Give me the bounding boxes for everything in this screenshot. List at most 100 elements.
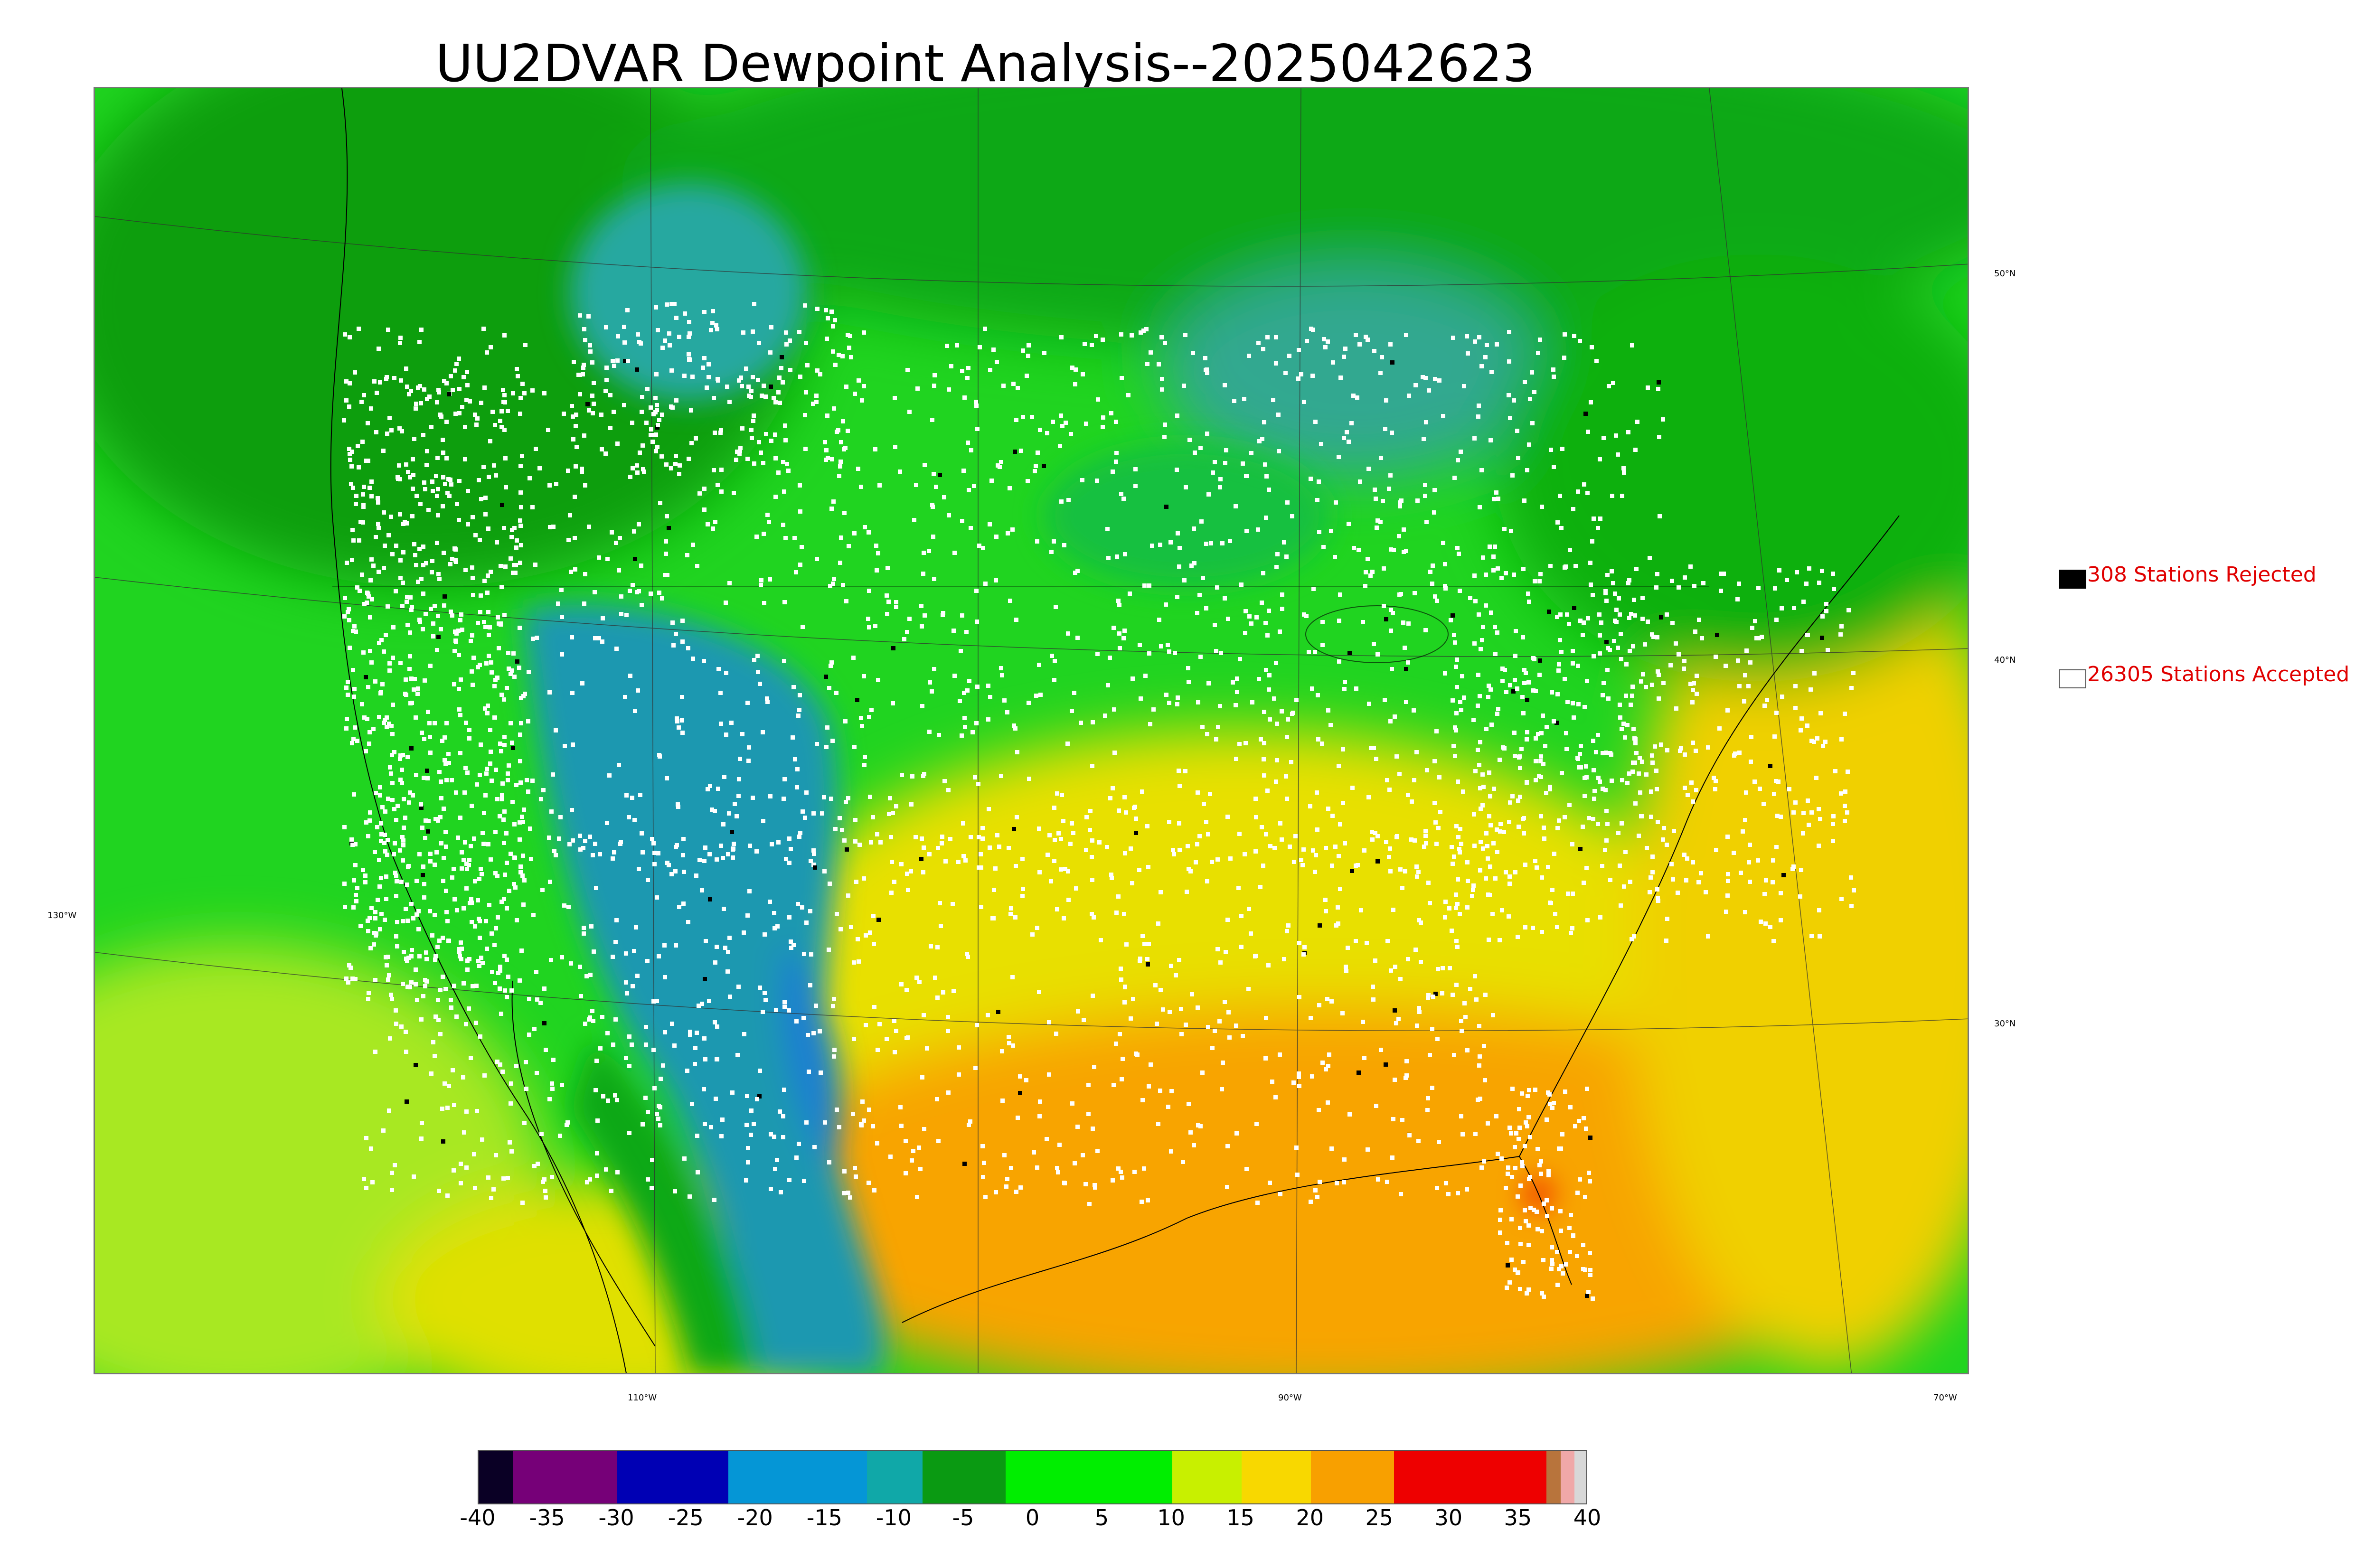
station-marker — [783, 423, 787, 428]
station-marker — [688, 331, 692, 336]
station-marker — [769, 325, 773, 329]
station-marker — [1454, 939, 1459, 943]
station-marker — [410, 605, 414, 609]
station-marker — [1596, 526, 1600, 530]
station-marker — [1265, 633, 1270, 638]
station-marker — [975, 620, 979, 624]
station-marker — [1839, 624, 1844, 629]
station-marker — [495, 676, 499, 680]
station-marker — [622, 403, 626, 407]
station-marker — [1542, 1295, 1546, 1299]
station-marker — [449, 610, 453, 614]
station-marker — [404, 677, 408, 682]
station-marker — [1299, 858, 1303, 862]
station-marker — [839, 440, 843, 444]
station-marker — [403, 816, 407, 820]
station-marker — [347, 618, 351, 622]
station-marker — [1630, 685, 1635, 689]
station-marker — [651, 412, 656, 416]
station-marker — [486, 573, 490, 578]
station-marker — [1398, 867, 1403, 872]
station-marker — [892, 1019, 896, 1023]
station-marker — [1670, 579, 1674, 583]
station-marker — [1160, 387, 1164, 392]
station-marker — [1498, 1230, 1502, 1235]
station-marker — [493, 981, 497, 985]
station-marker — [815, 557, 819, 561]
station-marker — [1849, 875, 1853, 880]
station-marker — [598, 852, 602, 856]
station-marker — [1550, 888, 1554, 892]
station-marker — [1545, 1214, 1549, 1218]
station-marker — [502, 809, 507, 814]
station-marker — [1205, 879, 1209, 883]
station-marker — [1541, 714, 1545, 718]
station-marker — [1309, 477, 1313, 481]
station-marker — [521, 902, 526, 907]
station-marker — [1585, 1087, 1589, 1091]
station-marker — [1537, 673, 1542, 677]
station-marker — [709, 1125, 713, 1129]
station-marker — [1487, 770, 1491, 775]
station-marker — [652, 851, 657, 855]
station-marker — [1656, 820, 1660, 824]
station-marker — [713, 431, 717, 435]
station-marker — [487, 654, 491, 658]
station-marker — [1646, 385, 1650, 390]
colorbar-segment — [617, 1451, 729, 1503]
station-marker — [773, 495, 778, 499]
station-marker — [781, 1114, 785, 1118]
station-marker — [1435, 1186, 1439, 1190]
station-marker — [674, 943, 678, 948]
station-marker — [1510, 473, 1515, 478]
station-marker — [797, 835, 801, 839]
station-marker — [1380, 355, 1384, 359]
station-marker — [1559, 1264, 1564, 1268]
station-marker — [736, 985, 741, 989]
station-marker — [1139, 696, 1143, 701]
station-marker — [710, 807, 714, 812]
station-marker — [1362, 1056, 1366, 1060]
station-marker — [894, 600, 898, 604]
lat-line-40 — [95, 577, 1968, 657]
station-marker — [746, 1160, 750, 1164]
station-marker — [392, 852, 396, 856]
station-marker — [1320, 1061, 1325, 1065]
station-marker — [1558, 612, 1563, 617]
station-marker — [1521, 567, 1526, 571]
station-marker — [401, 550, 405, 554]
station-marker — [542, 1177, 546, 1182]
station-marker — [871, 914, 876, 918]
station-marker — [919, 857, 923, 861]
dewpoint-map[interactable] — [94, 87, 1969, 1374]
station-marker — [398, 576, 403, 580]
station-marker — [1690, 700, 1695, 704]
station-marker — [1014, 618, 1018, 622]
station-marker — [867, 1108, 871, 1112]
station-marker — [1527, 1088, 1531, 1092]
station-marker — [397, 463, 401, 468]
station-marker — [470, 804, 474, 808]
station-marker — [1153, 983, 1158, 987]
station-marker — [581, 372, 585, 376]
station-marker — [615, 1098, 619, 1102]
station-marker — [1218, 477, 1223, 481]
station-marker — [518, 864, 523, 869]
station-marker — [428, 751, 433, 755]
station-marker — [443, 1081, 447, 1086]
station-marker — [1450, 845, 1454, 849]
station-marker — [1375, 834, 1380, 838]
station-marker — [853, 818, 857, 822]
station-marker — [1650, 761, 1655, 765]
station-marker — [1221, 1061, 1225, 1065]
station-marker — [495, 874, 499, 878]
station-marker — [576, 373, 581, 377]
station-marker — [1337, 455, 1341, 459]
station-marker — [500, 781, 505, 786]
station-marker — [1577, 765, 1581, 770]
station-marker — [722, 775, 726, 779]
station-marker — [1073, 382, 1077, 386]
station-marker — [1592, 654, 1596, 658]
station-marker — [685, 1069, 689, 1073]
station-marker — [1387, 487, 1391, 491]
